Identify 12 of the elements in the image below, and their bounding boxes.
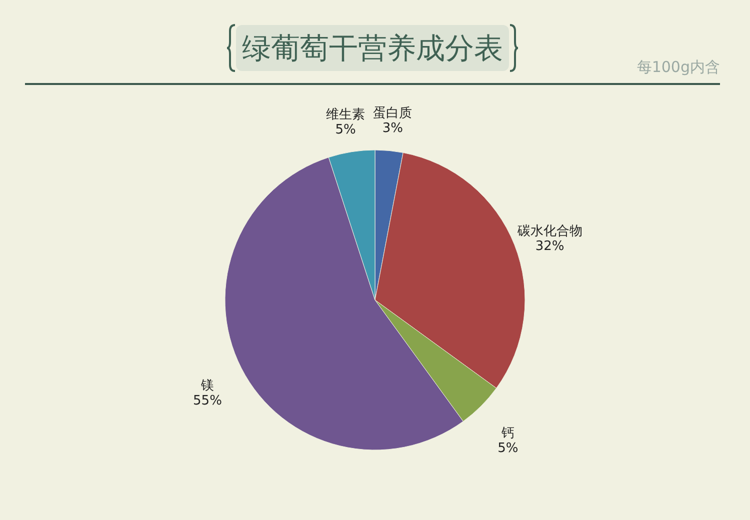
slice-label: 维生素 bbox=[326, 107, 366, 122]
slice-label: 钙 bbox=[500, 426, 514, 441]
data-label: 5% bbox=[498, 440, 518, 456]
data-label: 5% bbox=[335, 122, 356, 138]
slice-label: 碳水化合物 bbox=[516, 224, 582, 239]
data-label: 55% bbox=[193, 393, 222, 408]
data-label: 3% bbox=[382, 120, 404, 136]
chart-title: 绿葡萄干营养成分表 bbox=[236, 25, 509, 71]
text: 每100g内含 bbox=[636, 58, 720, 77]
slice-label: 镁 bbox=[200, 378, 214, 394]
slice-label: 蛋白质 bbox=[373, 106, 412, 121]
data-label: 32% bbox=[535, 238, 564, 254]
